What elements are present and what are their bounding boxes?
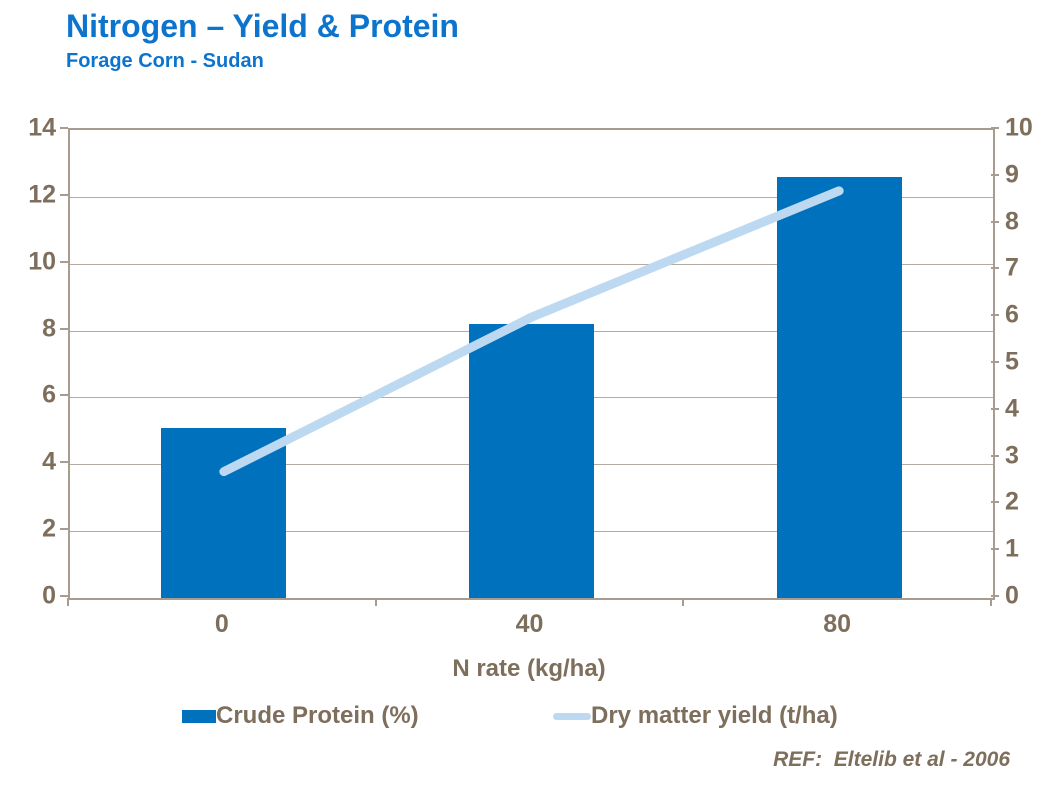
reference-citation: REF: Eltelib et al - 2006: [773, 748, 1010, 771]
right-axis-tick-label: 2: [1005, 487, 1019, 516]
left-axis-tick-label: 10: [28, 247, 56, 276]
gridline: [70, 196, 993, 198]
dry-matter-yield-line: [219, 186, 844, 477]
right-axis-tick-label: 5: [1005, 347, 1019, 376]
x-axis-category-label: 0: [214, 610, 229, 638]
left-axis-tick-label: 2: [42, 514, 56, 543]
right-axis-tick-label: 1: [1005, 534, 1019, 563]
line-series-swatch: [553, 712, 591, 720]
left-axis-tick-mark: [60, 127, 68, 129]
x-axis-category-label: 80: [823, 610, 852, 638]
right-axis-tick-label: 7: [1005, 253, 1019, 282]
bar-crude-protein: [776, 176, 902, 598]
right-axis-tick-label: 6: [1005, 300, 1019, 329]
legend-item-crude-protein: Crude Protein (%): [182, 702, 419, 730]
left-axis-tick-mark: [60, 260, 68, 263]
right-axis-tick-mark: [991, 220, 999, 223]
bar-series-swatch: [182, 709, 216, 723]
right-axis-tick-label: 4: [1005, 394, 1019, 423]
right-axis-tick-mark: [991, 501, 999, 504]
bar-crude-protein: [469, 323, 594, 598]
legend-label: Crude Protein (%): [216, 702, 419, 729]
left-axis-tick-label: 8: [42, 314, 56, 343]
right-axis-tick-mark: [991, 361, 999, 363]
right-axis-tick-mark: [991, 454, 999, 457]
x-axis-tick-mark: [990, 598, 992, 606]
left-axis-tick-mark: [60, 528, 68, 531]
right-axis-tick-mark: [991, 127, 999, 129]
x-axis-category-label: 40: [515, 610, 544, 638]
left-axis-tick-mark: [60, 461, 68, 464]
left-axis-tick-mark: [60, 595, 68, 597]
chart-subtitle: Forage Corn - Sudan: [66, 50, 264, 72]
x-axis-title: N rate (kg/ha): [452, 655, 606, 682]
right-axis-tick-mark: [991, 173, 999, 176]
x-axis-tick-mark: [67, 598, 69, 606]
right-axis-tick-label: 0: [1005, 581, 1019, 610]
chart-title: Nitrogen – Yield & Protein: [66, 8, 459, 44]
left-axis-tick-label: 12: [28, 180, 56, 209]
left-axis-tick-label: 6: [42, 380, 56, 409]
right-axis-tick-mark: [991, 595, 999, 597]
right-axis-tick-label: 3: [1005, 441, 1019, 470]
x-axis-tick-mark: [682, 598, 685, 606]
left-axis-tick-label: 0: [42, 581, 56, 610]
legend-label: Dry matter yield (t/ha): [591, 702, 838, 729]
bar-crude-protein: [161, 427, 287, 598]
legend-item-dry-matter-yield: Dry matter yield (t/ha): [553, 702, 838, 730]
right-axis-tick-mark: [991, 407, 999, 410]
right-axis-tick-label: 8: [1005, 207, 1019, 236]
left-axis-tick-mark: [60, 394, 68, 397]
left-axis-tick-label: 14: [28, 113, 56, 142]
gridline: [70, 263, 993, 265]
plot-area: [68, 128, 995, 600]
right-axis-tick-mark: [991, 548, 999, 551]
right-axis-tick-label: 10: [1005, 113, 1033, 142]
right-axis-tick-label: 9: [1005, 160, 1019, 189]
x-axis-tick-mark: [374, 598, 377, 606]
left-axis-tick-mark: [60, 193, 68, 196]
left-axis-tick-label: 4: [42, 447, 56, 476]
left-axis-tick-mark: [60, 327, 68, 330]
right-axis-tick-mark: [991, 267, 999, 270]
right-axis-tick-mark: [991, 314, 999, 317]
